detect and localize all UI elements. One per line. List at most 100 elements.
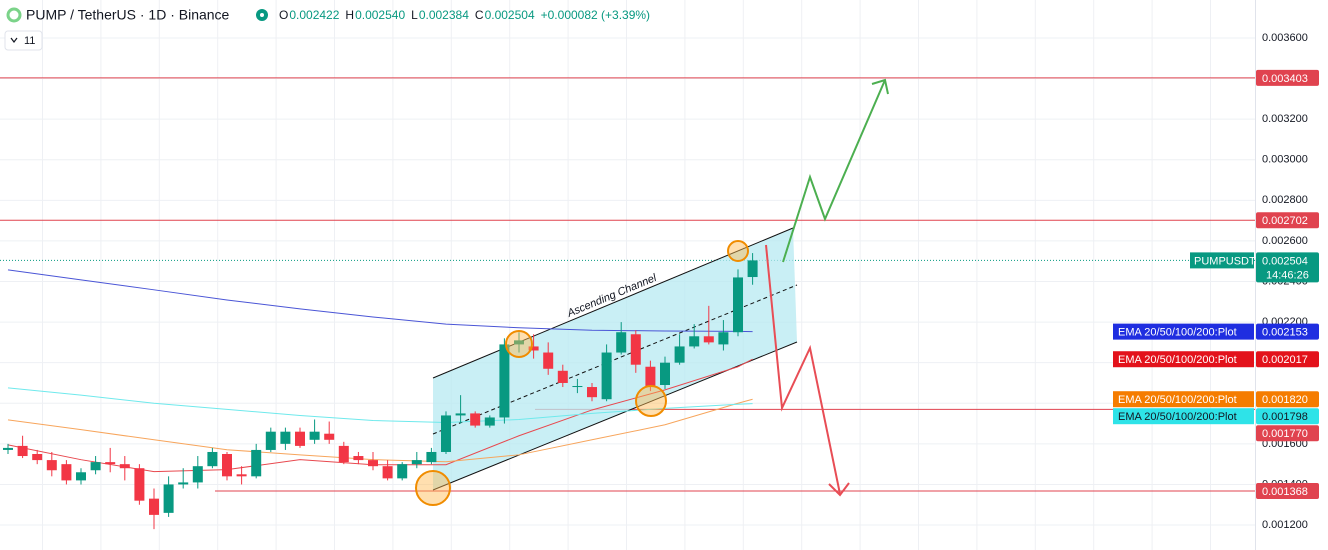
candle-body bbox=[236, 474, 247, 477]
ohlc-key: C bbox=[475, 8, 484, 22]
candle-body bbox=[32, 454, 43, 461]
candle-body bbox=[119, 464, 130, 469]
candle-body bbox=[295, 431, 305, 446]
symbol-box bbox=[1190, 252, 1254, 269]
candle-body bbox=[251, 449, 262, 477]
candle-body bbox=[382, 466, 393, 479]
candle-body bbox=[105, 462, 116, 465]
indicator-count: 11 bbox=[24, 35, 35, 47]
current-price-box bbox=[1256, 252, 1319, 283]
ohlc-value: 0.002384 bbox=[419, 8, 469, 22]
candle-body bbox=[280, 431, 291, 444]
candle-body bbox=[426, 451, 437, 463]
levels bbox=[0, 77, 1255, 492]
bull-arrow bbox=[782, 79, 886, 263]
candle-body bbox=[149, 498, 159, 515]
candle-body bbox=[747, 260, 758, 278]
candle-body bbox=[222, 454, 232, 477]
candles bbox=[3, 253, 758, 530]
candle-body bbox=[134, 468, 145, 501]
touch-circle bbox=[415, 470, 451, 506]
bear-arrowhead bbox=[828, 482, 850, 497]
candle-body bbox=[645, 366, 656, 388]
series-name-box bbox=[1113, 351, 1254, 368]
touch-circle bbox=[635, 385, 667, 417]
ohlc-key: H bbox=[345, 8, 354, 22]
price-label-box bbox=[1256, 408, 1319, 425]
ema-line bbox=[7, 398, 753, 463]
price-label: 0.001798 bbox=[1262, 411, 1308, 423]
price-label: 0.001820 bbox=[1262, 394, 1308, 406]
price-labels: 0.003403 0.002702 0.002153 EMA 20/50/100/20… bbox=[1113, 69, 1319, 499]
candle-body bbox=[397, 464, 408, 479]
candle-body bbox=[76, 472, 86, 481]
y-tick-label: 0.001200 bbox=[1262, 519, 1308, 531]
touch-points bbox=[415, 240, 749, 506]
candle-body bbox=[528, 346, 539, 351]
ohlc-legend: O 0.002422 H 0.002540 L 0.002384 C 0.002504 +0.0… bbox=[279, 8, 650, 22]
ohlc-value: 0.002540 bbox=[355, 8, 405, 22]
price-label: 0.002153 bbox=[1262, 327, 1308, 339]
plot-area bbox=[0, 0, 1255, 550]
touch-circle bbox=[727, 240, 749, 262]
series-name: EMA 20/50/100/200:Plot bbox=[1118, 394, 1237, 406]
candle-body bbox=[689, 336, 700, 347]
price-label-box bbox=[1256, 482, 1319, 499]
y-tick-label: 0.003200 bbox=[1262, 113, 1308, 125]
candle-body bbox=[499, 344, 510, 418]
price-label: 0.001368 bbox=[1262, 486, 1308, 498]
candle-body bbox=[455, 413, 466, 416]
candle-body bbox=[718, 332, 729, 345]
symbol-label: PUMPUSDT bbox=[1194, 255, 1256, 267]
candle-body bbox=[616, 332, 627, 353]
candle-body bbox=[411, 460, 422, 465]
candle-body bbox=[703, 336, 714, 343]
candle-body bbox=[163, 484, 174, 513]
price-label: 0.003403 bbox=[1262, 73, 1308, 85]
ohlc-value: 0.002504 bbox=[485, 8, 535, 22]
candle-body bbox=[338, 445, 349, 463]
candle-body bbox=[46, 460, 57, 471]
price-label-box bbox=[1256, 391, 1319, 408]
ema-line bbox=[7, 269, 753, 333]
header: PUMP / TetherUS · 1D · Binance O 0.002422… bbox=[4, 7, 650, 51]
candle-body bbox=[601, 352, 612, 400]
current-price-label: 0.002504 bbox=[1262, 255, 1308, 267]
price-label-box bbox=[1256, 212, 1319, 229]
candle-body bbox=[484, 417, 495, 426]
candle-body bbox=[17, 445, 28, 457]
candle-body bbox=[90, 462, 101, 471]
ohlc-key: O bbox=[279, 8, 288, 22]
series-name-box bbox=[1113, 323, 1254, 340]
channel-top bbox=[432, 227, 794, 379]
candle-body bbox=[572, 386, 583, 388]
candle-body bbox=[543, 352, 554, 369]
channel-bottom bbox=[432, 341, 798, 491]
series-name-box bbox=[1113, 408, 1254, 425]
candle-body bbox=[178, 482, 189, 485]
series-name-box bbox=[1113, 391, 1254, 408]
price-label: 0.002017 bbox=[1262, 354, 1308, 366]
y-tick-label: 0.002600 bbox=[1262, 235, 1308, 247]
candle-body bbox=[324, 433, 335, 440]
candle-body bbox=[3, 447, 13, 450]
y-tick-label: 0.003600 bbox=[1262, 32, 1308, 44]
candle-body bbox=[470, 413, 481, 426]
channel-mid bbox=[432, 284, 798, 435]
price-label: 0.002702 bbox=[1262, 215, 1308, 227]
price-label: 0.001770 bbox=[1262, 428, 1308, 440]
candle-body bbox=[309, 431, 320, 440]
candle-body bbox=[674, 346, 685, 363]
indicators-toggle[interactable] bbox=[4, 30, 43, 51]
y-tick-label: 0.003000 bbox=[1262, 154, 1308, 166]
candle-body bbox=[441, 415, 451, 452]
price-label-box bbox=[1256, 351, 1319, 368]
symbol-logo bbox=[6, 7, 22, 23]
chevron bbox=[10, 37, 18, 43]
series-name: EMA 20/50/100/200:Plot bbox=[1118, 411, 1237, 423]
candle-body bbox=[587, 387, 597, 398]
candle-body bbox=[192, 466, 203, 483]
candle-body bbox=[630, 334, 641, 365]
candle-body bbox=[353, 456, 364, 461]
